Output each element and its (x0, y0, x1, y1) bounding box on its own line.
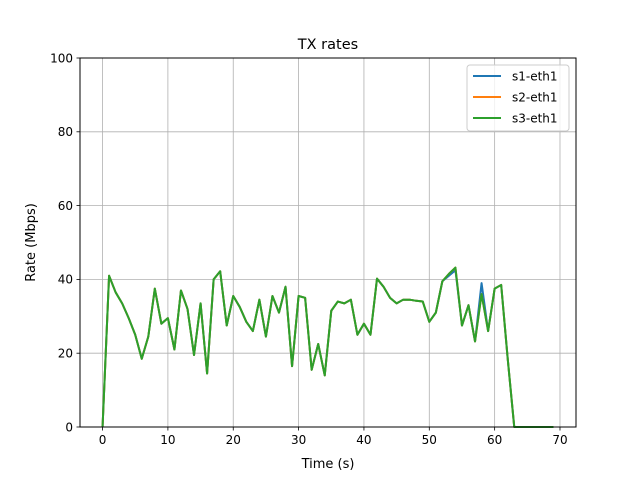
x-tick-label: 30 (291, 433, 306, 447)
y-tick-label: 20 (58, 347, 73, 361)
y-tick-label: 40 (58, 273, 73, 287)
y-tick-label: 80 (58, 125, 73, 139)
x-tick-label: 60 (487, 433, 502, 447)
legend: s1-eth1 s2-eth1 s3-eth1 (466, 64, 570, 132)
plot-frame (79, 57, 577, 428)
legend-label: s2-eth1 (512, 90, 558, 104)
x-tick-label: 40 (356, 433, 371, 447)
plot-series (101, 266, 554, 428)
y-tick-label: 0 (65, 420, 73, 434)
series-line-s3-eth1 (101, 266, 554, 428)
legend-box (466, 64, 570, 132)
x-tick-label: 50 (422, 433, 437, 447)
x-axis-label: Time (s) (301, 457, 355, 472)
y-axis-label: Rate (Mbps) (24, 203, 39, 282)
x-tick-label: 20 (226, 433, 241, 447)
y-tick-label: 60 (58, 199, 73, 213)
x-tick-label: 70 (552, 433, 567, 447)
axis-ticks: 0 10 20 30 40 50 60 70 0 20 40 60 80 100 (50, 51, 568, 447)
legend-label: s3-eth1 (512, 111, 558, 125)
y-tick-label: 100 (50, 51, 73, 65)
x-tick-label: 0 (99, 433, 107, 447)
chart-title: TX rates (297, 37, 358, 53)
legend-label: s1-eth1 (512, 69, 558, 83)
x-tick-label: 10 (160, 433, 175, 447)
